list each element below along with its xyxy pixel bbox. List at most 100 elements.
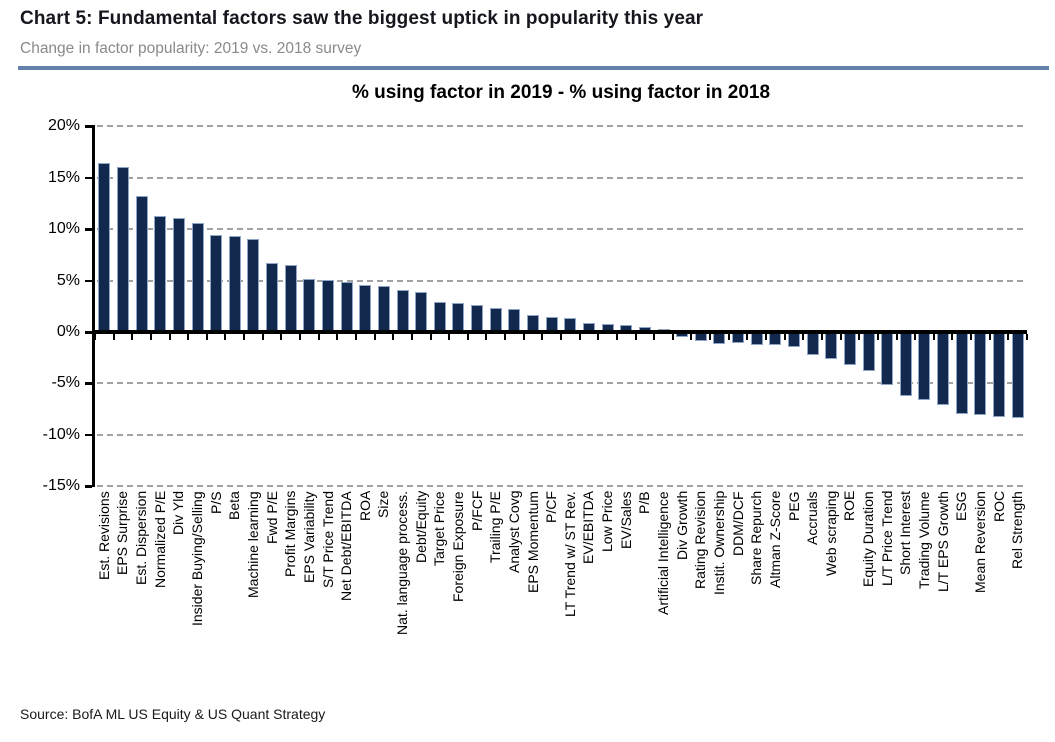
bar xyxy=(489,308,502,333)
figure-title: Chart 5: Fundamental factors saw the big… xyxy=(20,8,704,29)
bar xyxy=(471,305,484,333)
x-tick-label: P/FCF xyxy=(468,491,485,532)
x-tick-label: EV/Sales xyxy=(617,491,634,549)
x-tick-label: EPS Surprise xyxy=(114,491,131,576)
x-tick-label: EPS Momentum xyxy=(524,491,541,593)
x-tick xyxy=(205,334,208,340)
source-note: Source: BofA ML US Equity & US Quant Str… xyxy=(20,706,326,722)
gridline xyxy=(97,125,1027,128)
bar xyxy=(377,285,390,332)
x-tick-label: Net Debt/EBITDA xyxy=(338,491,355,601)
x-tick-label: PEG xyxy=(785,491,802,521)
x-tick xyxy=(522,334,525,340)
x-tick-label: EPS Variability xyxy=(300,491,317,583)
y-tick-label: 20% xyxy=(47,117,80,135)
bar xyxy=(508,309,521,333)
x-tick-label: Fwd P/E xyxy=(263,491,280,544)
bar xyxy=(191,222,204,332)
x-tick xyxy=(94,334,96,340)
x-tick-label: P/CF xyxy=(543,491,560,523)
x-tick-label: Machine learning xyxy=(244,491,261,598)
y-tick-label: 10% xyxy=(47,220,80,238)
x-tick xyxy=(429,334,432,340)
x-tick-label: Artificial Intelligence xyxy=(655,491,672,615)
bar xyxy=(172,217,185,332)
x-tick xyxy=(541,334,544,340)
bar xyxy=(322,279,334,332)
y-tick xyxy=(85,279,92,283)
x-tick-label: L/T Price Trend xyxy=(878,491,895,587)
x-tick-label: Foreign Exposure xyxy=(449,491,466,602)
bar xyxy=(228,236,241,333)
x-tick xyxy=(746,334,749,340)
x-tick-label: P/B xyxy=(636,491,653,514)
x-tick xyxy=(895,334,898,340)
bar xyxy=(452,303,465,333)
x-tick xyxy=(504,334,507,340)
x-tick-label: Web scraping xyxy=(822,491,839,577)
bar xyxy=(266,263,279,333)
x-tick xyxy=(354,334,357,340)
x-tick xyxy=(820,334,823,340)
gridline xyxy=(97,228,1027,231)
y-tick xyxy=(85,433,92,437)
x-tick-label: Div Growth xyxy=(673,491,690,561)
x-tick-label: S/T Price Trend xyxy=(319,491,336,589)
x-tick xyxy=(839,334,842,340)
x-tick xyxy=(373,334,376,340)
x-tick xyxy=(392,334,395,340)
y-tick xyxy=(85,228,92,231)
x-tick-label: Div Yld xyxy=(170,491,187,536)
bar xyxy=(154,215,167,332)
x-tick-label: L/T EPS Growth xyxy=(934,491,951,592)
x-tick-label: ROA xyxy=(356,491,373,522)
x-tick-label: ROC xyxy=(990,491,1007,523)
bar xyxy=(788,332,800,347)
y-tick xyxy=(85,331,92,334)
gridline xyxy=(97,433,1027,436)
bar xyxy=(899,332,912,396)
x-tick xyxy=(299,334,302,340)
x-tick xyxy=(988,334,991,340)
x-tick-label: Debt/Equity xyxy=(412,491,429,564)
y-tick xyxy=(85,382,92,385)
x-tick-label: Share Repurch xyxy=(748,491,765,586)
bar xyxy=(862,332,875,371)
gridline xyxy=(97,176,1027,179)
bar xyxy=(806,332,819,355)
bar xyxy=(415,291,428,332)
x-tick-label: Est. Revisions xyxy=(95,491,112,580)
gridline xyxy=(97,382,1027,385)
x-tick xyxy=(765,334,768,340)
x-tick-label: Instit. Ownership xyxy=(710,491,727,596)
x-tick xyxy=(131,334,134,340)
y-tick xyxy=(85,176,92,180)
x-tick-label: Size xyxy=(375,491,392,519)
bar xyxy=(210,235,223,333)
x-tick-label: Equity Duration xyxy=(860,491,877,587)
x-tick xyxy=(560,334,562,340)
x-tick-label: Rating Revision xyxy=(692,491,709,590)
x-tick xyxy=(187,334,190,340)
bar xyxy=(340,281,353,332)
y-tick-label: 15% xyxy=(47,168,80,186)
bar xyxy=(433,302,446,333)
x-tick-label: Insider Buying/Selling xyxy=(189,491,206,626)
x-tick-label: Beta xyxy=(226,491,243,520)
x-tick xyxy=(597,334,600,340)
bar xyxy=(135,196,148,333)
figure-subtitle: Change in factor popularity: 2019 vs. 20… xyxy=(20,40,362,57)
y-tick-label: 5% xyxy=(56,271,80,289)
x-tick xyxy=(709,334,712,340)
bar xyxy=(396,289,409,332)
x-tick xyxy=(336,334,339,340)
x-tick xyxy=(448,334,451,340)
plot-title: % using factor in 2019 - % using factor … xyxy=(351,82,771,103)
x-tick xyxy=(970,334,973,340)
x-tick xyxy=(914,334,917,340)
y-tick xyxy=(85,485,92,488)
x-tick xyxy=(802,334,805,340)
x-tick xyxy=(858,334,861,340)
